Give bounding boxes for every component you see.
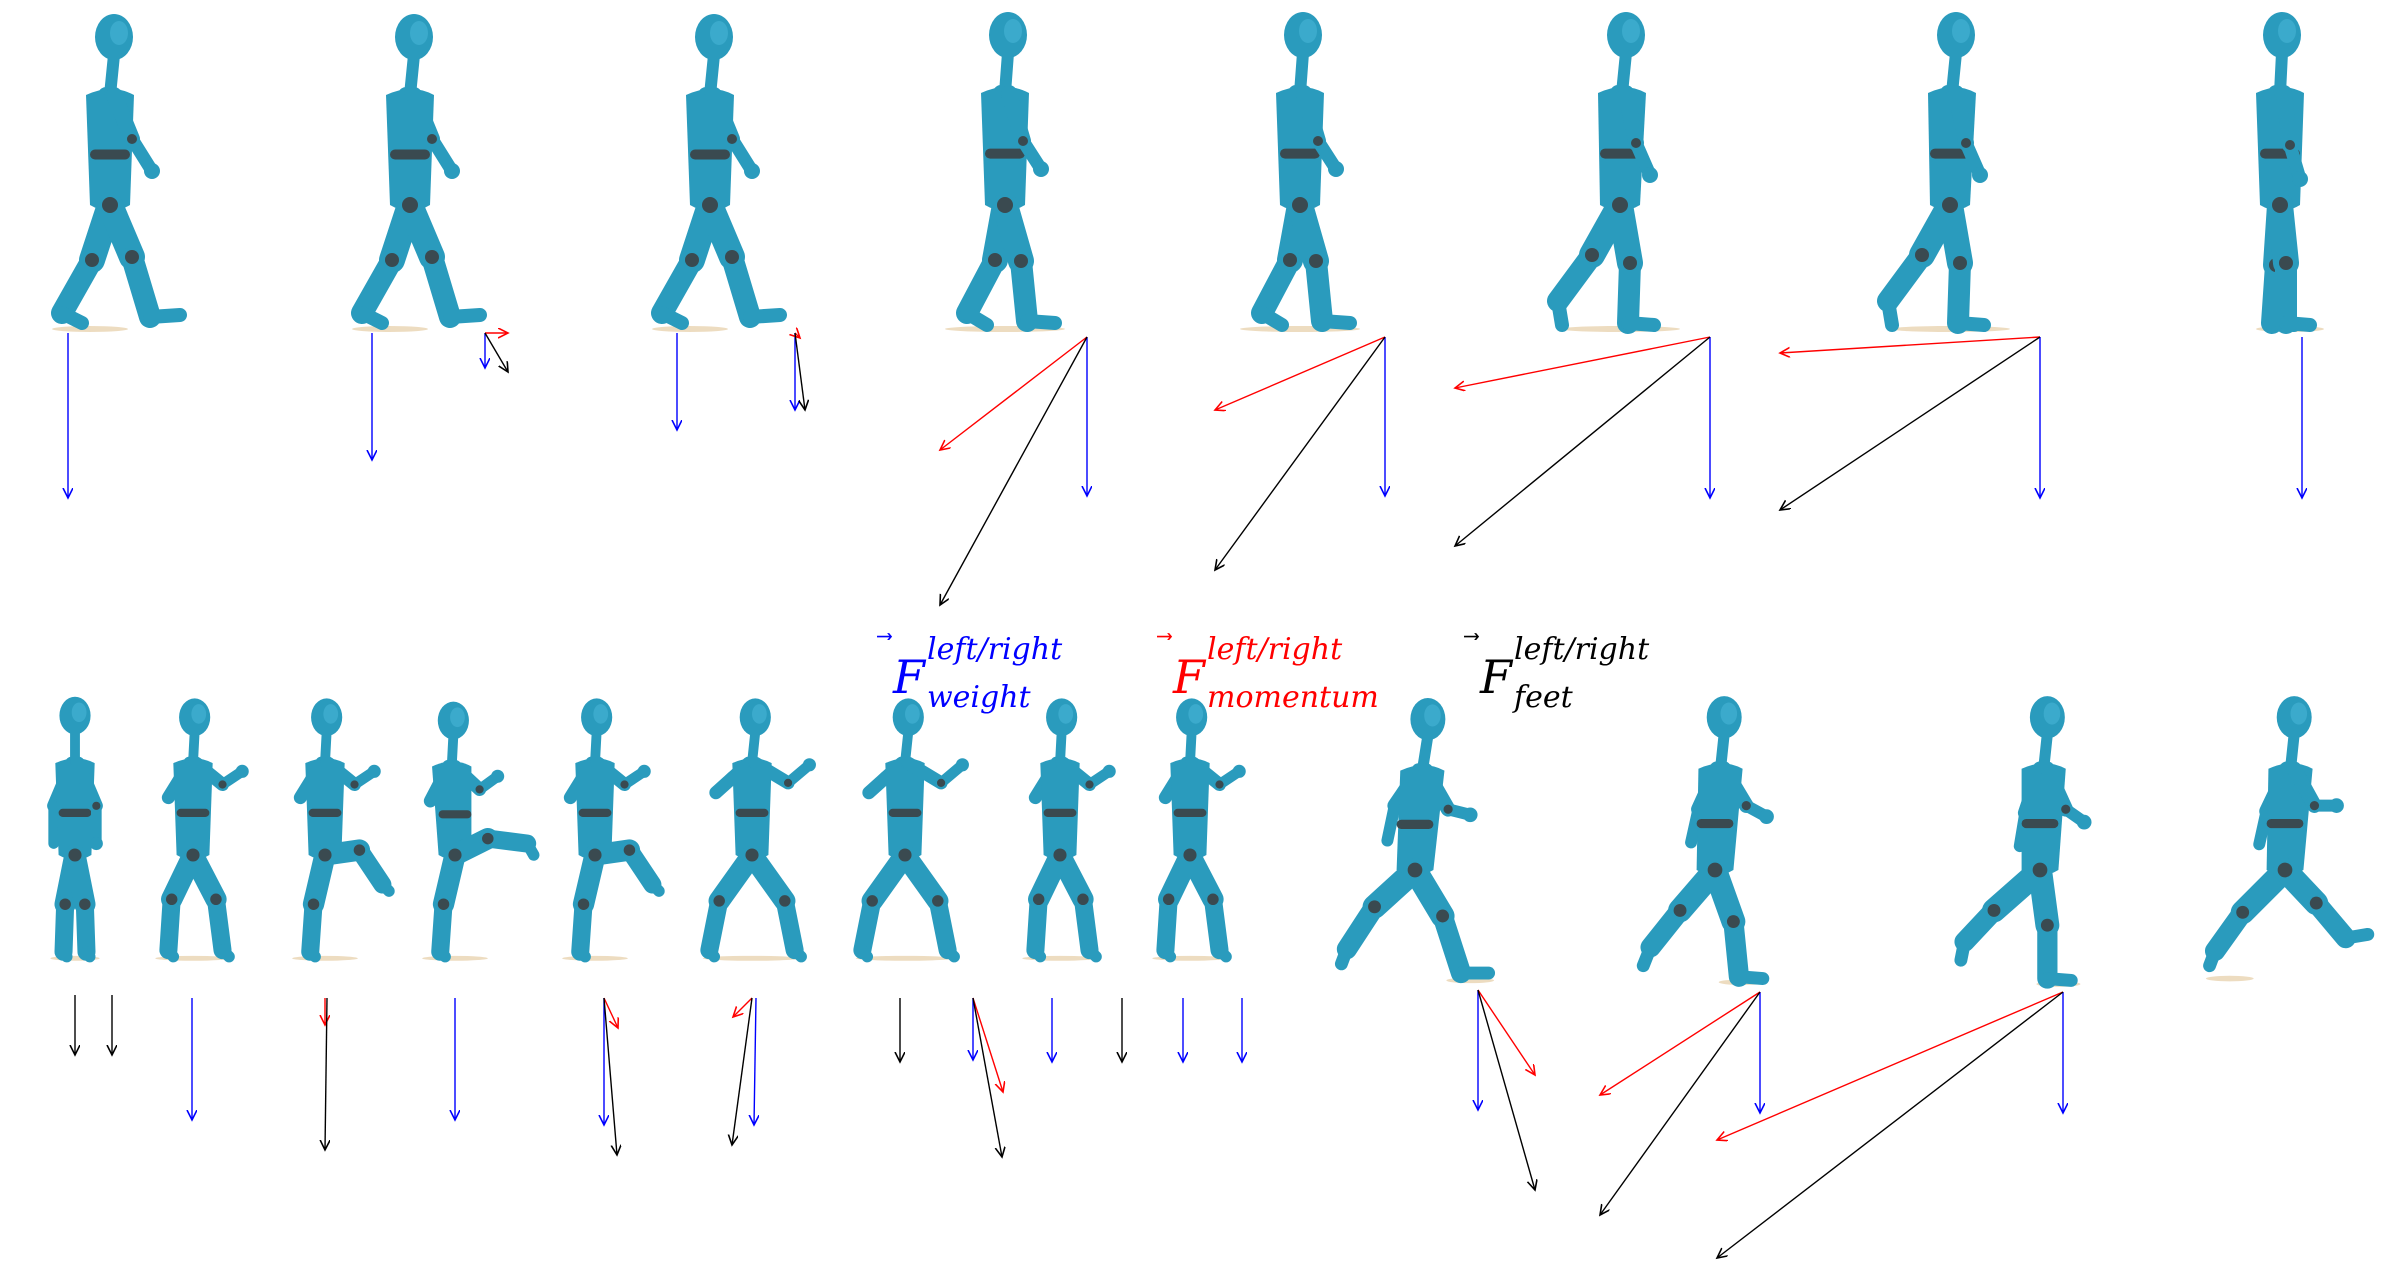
running-figure — [1954, 696, 2092, 989]
weight-force-arrow — [754, 997, 756, 1125]
martial-arts-figure — [422, 701, 540, 963]
running-figure — [2203, 696, 2375, 982]
feet-force-arrow — [1780, 336, 2041, 510]
feet-force-arrow — [1717, 991, 2064, 1258]
martial-arts-figure — [562, 698, 665, 963]
martial-arts-figure — [155, 698, 249, 963]
momentum-force-arrow — [1717, 991, 2064, 1140]
martial-arts-figure — [853, 698, 969, 963]
martial-arts-figure — [1022, 698, 1116, 963]
legend-momentum: ⃗ F left/right momentum — [1173, 632, 1379, 715]
walking-figure — [2256, 12, 2324, 334]
legend-feet: ⃗ F left/right feet — [1480, 632, 1649, 715]
walking-figure — [1877, 12, 2010, 334]
momentum-force-arrow — [795, 333, 800, 338]
legend-weight-subscript: weight — [927, 680, 1031, 715]
walking-figure — [1547, 12, 1680, 334]
momentum-force-arrow — [1600, 991, 1761, 1095]
feet-force-arrow — [732, 997, 753, 1145]
martial-arts-figure — [292, 698, 395, 963]
feet-force-arrow — [325, 997, 327, 1150]
feet-force-arrow — [1600, 991, 1761, 1215]
legend-momentum-superscript: left/right — [1207, 632, 1343, 667]
running-figure — [1334, 697, 1496, 984]
momentum-force-arrow — [603, 997, 618, 1028]
momentum-force-arrow — [1477, 989, 1535, 1075]
legend-momentum-symbol: ⃗ F — [1173, 650, 1205, 704]
feet-force-arrow — [1455, 336, 1711, 546]
feet-force-arrow — [484, 332, 508, 372]
momentum-force-arrow — [733, 997, 753, 1017]
legend-weight: ⃗ F left/right weight — [893, 632, 1062, 715]
momentum-force-arrow — [940, 336, 1088, 450]
running-figure — [1636, 696, 1774, 987]
legend-feet-symbol: ⃗ F — [1480, 650, 1512, 704]
walking-figure — [351, 14, 487, 332]
feet-force-arrow — [794, 332, 805, 410]
walking-figure — [945, 12, 1065, 332]
legend-feet-subscript: feet — [1514, 680, 1573, 715]
feet-force-arrow — [603, 997, 617, 1155]
walking-figure — [1240, 12, 1360, 332]
momentum-force-arrow — [1215, 336, 1386, 410]
walking-figure — [651, 14, 787, 332]
legend-momentum-subscript: momentum — [1207, 680, 1379, 715]
feet-force-arrow — [940, 336, 1088, 605]
momentum-force-arrow — [1455, 336, 1711, 388]
feet-force-arrow — [972, 997, 1002, 1157]
legend-weight-symbol: ⃗ F — [893, 650, 925, 704]
feet-force-arrow — [1215, 336, 1386, 570]
momentum-force-arrow — [1780, 336, 2041, 353]
feet-force-arrow — [1477, 989, 1535, 1190]
walking-figure — [51, 14, 187, 332]
martial-arts-figure — [1152, 698, 1246, 963]
momentum-force-arrow — [972, 997, 1003, 1092]
legend-feet-superscript: left/right — [1514, 632, 1650, 667]
martial-arts-figure — [47, 696, 103, 963]
martial-arts-figure — [700, 698, 816, 963]
legend-weight-superscript: left/right — [927, 632, 1063, 667]
